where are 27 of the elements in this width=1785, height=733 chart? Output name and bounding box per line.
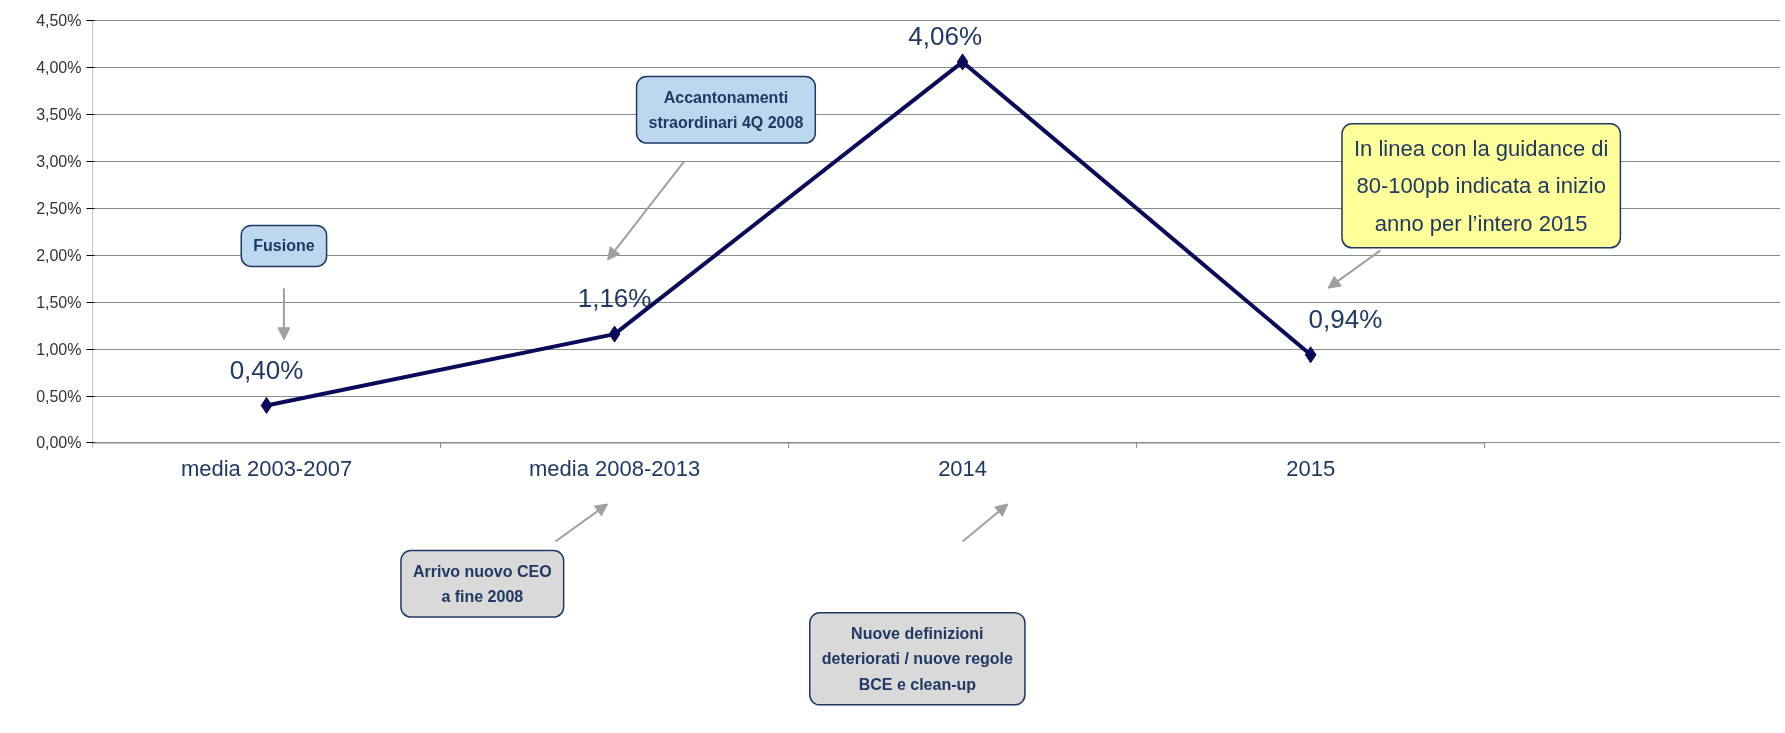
text: Nuove definizioni deteriorati / nuove regole BCE e clean-up xyxy=(821,624,1014,693)
y-tick-label: 3,00% xyxy=(36,152,82,170)
point xyxy=(1304,346,1317,364)
y-tick-label: 4,00% xyxy=(36,59,82,77)
point xyxy=(608,325,621,343)
point xyxy=(956,53,969,71)
x-tick-label: 2015 xyxy=(1286,455,1336,481)
text: Arrivo nuovo CEO a fine 2008 xyxy=(412,562,552,606)
x-tick-label: media 2003-2007 xyxy=(180,455,353,481)
annotation: Fusione xyxy=(253,237,315,255)
y-tick-label: 3,50% xyxy=(36,105,82,123)
point xyxy=(260,396,273,414)
y-tick-label: 2,00% xyxy=(36,246,82,264)
y-tick-label: 2,50% xyxy=(36,199,82,217)
x-tick-label: media 2008-2013 xyxy=(528,455,701,481)
y-tick-label: 1,50% xyxy=(36,293,82,311)
data-label: 4,06% xyxy=(908,20,983,51)
annotation: In linea con la guidance di 80-100pb indicata a inizio anno per l’intero 2015 xyxy=(1353,135,1609,236)
data-label: 0,94% xyxy=(1308,304,1383,335)
y-tick-label: 1,00% xyxy=(36,340,82,358)
data-label: 0,40% xyxy=(229,354,304,385)
annotation: Accantonamenti straordinari 4Q 2008 xyxy=(648,88,804,132)
data-label: 1,16% xyxy=(577,283,652,314)
y-tick-label: 4,50% xyxy=(36,12,82,30)
y-tick-label: 0,50% xyxy=(36,387,82,405)
x-tick-label: 2014 xyxy=(938,455,988,481)
y-tick-label: 0,00% xyxy=(36,434,82,452)
